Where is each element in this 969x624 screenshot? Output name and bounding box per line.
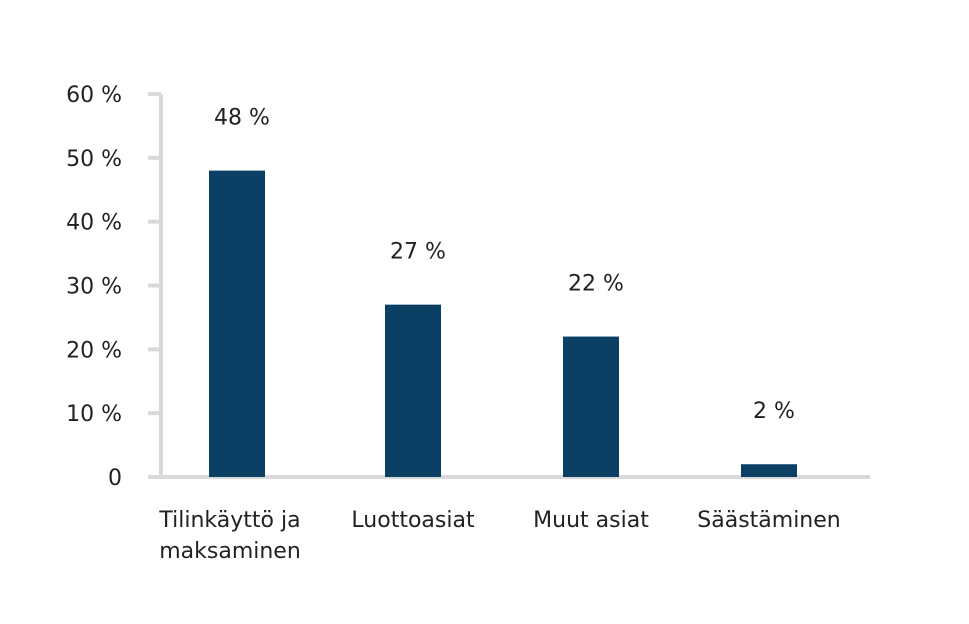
x-tick-label: maksaminen — [159, 539, 301, 564]
y-tick-label: 0 — [108, 466, 122, 491]
bar — [741, 464, 797, 477]
x-tick-label: Muut asiat — [533, 508, 649, 533]
y-tick-label: 20 % — [66, 338, 122, 363]
bar — [385, 304, 441, 477]
bar — [209, 170, 265, 477]
data-label: 22 % — [568, 272, 624, 297]
y-tick-label: 50 % — [66, 147, 122, 172]
data-label: 2 % — [753, 399, 795, 424]
y-tick-label: 30 % — [66, 275, 122, 300]
x-tick-label: Tilinkäyttö ja — [158, 508, 300, 533]
bar — [563, 336, 619, 477]
y-tick-label: 60 % — [66, 83, 122, 108]
x-tick-label: Säästäminen — [697, 508, 840, 533]
data-label: 27 % — [390, 240, 446, 265]
x-tick-label: Luottoasiat — [351, 508, 475, 533]
y-tick-label: 10 % — [66, 402, 122, 427]
data-label: 48 % — [214, 106, 270, 131]
y-tick-label: 40 % — [66, 211, 122, 236]
